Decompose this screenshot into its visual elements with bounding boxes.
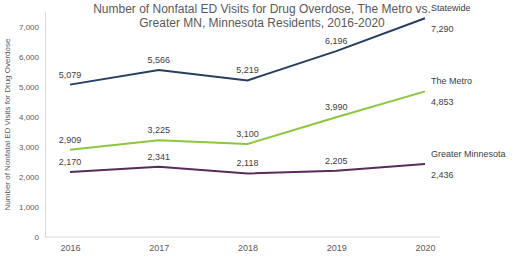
- plot-area: [70, 18, 425, 173]
- x-tick-label: 2018: [238, 243, 258, 253]
- chart: Number of Nonfatal ED Visits for Drug Ov…: [0, 0, 524, 259]
- y-tick-label: 5,000: [19, 83, 40, 92]
- series-name: Greater Minnesota: [431, 149, 506, 159]
- y-tick-label: 6,000: [19, 53, 40, 62]
- series-line: [70, 18, 425, 84]
- labels: 5,079 5,566 5,219 6,196 7,290 Statewide 2,909 3…: [59, 3, 506, 180]
- title: Number of Nonfatal ED Visits for Drug Ov…: [93, 2, 431, 30]
- y-tick: 7,000: [19, 23, 45, 32]
- data-label: 5,219: [236, 65, 259, 75]
- y-tick: 6,000: [19, 53, 45, 62]
- y-tick: 0: [35, 233, 45, 242]
- y-tick: 1,000: [19, 203, 45, 212]
- x-tick-label: 2020: [415, 243, 435, 253]
- series-line: [70, 91, 425, 149]
- x-tick: 2020: [415, 237, 435, 253]
- y-tick-label: 0: [35, 233, 40, 242]
- data-label: 3,100: [236, 129, 259, 139]
- x-tick: 2017: [149, 237, 169, 253]
- data-label: 7,290: [431, 24, 454, 34]
- x-axis: 2016 2017 2018 2019 2020: [45, 237, 440, 253]
- data-label: 3,225: [147, 125, 170, 135]
- x-tick: 2016: [60, 237, 80, 253]
- data-label: 2,909: [59, 135, 82, 145]
- y-tick-label: 1,000: [19, 203, 40, 212]
- data-label: 2,118: [237, 158, 259, 168]
- y-tick: 2,000: [19, 173, 45, 182]
- y-tick-label: 7,000: [19, 23, 40, 32]
- y-tick: 4,000: [19, 113, 45, 122]
- x-tick: 2018: [238, 237, 258, 253]
- y-axis-title: Number of Nonfatal ED Visits for Drug Ov…: [3, 38, 12, 210]
- data-label: 2,170: [59, 157, 82, 167]
- data-label: 6,196: [325, 36, 348, 46]
- x-tick: 2019: [327, 237, 347, 253]
- x-axis-line: [45, 237, 440, 238]
- y-tick: 3,000: [19, 143, 45, 152]
- data-label: 2,436: [431, 170, 454, 180]
- data-label: 2,205: [325, 156, 348, 166]
- y-tick-label: 4,000: [19, 113, 40, 122]
- x-tick-label: 2019: [327, 243, 347, 253]
- y-tick-label: 2,000: [19, 173, 40, 182]
- y-axis-line: [45, 13, 46, 238]
- x-tick-label: 2017: [149, 243, 169, 253]
- data-label: 5,566: [147, 55, 170, 65]
- y-tick-label: 3,000: [19, 143, 40, 152]
- y-tick: 5,000: [19, 83, 45, 92]
- series-name: The Metro: [431, 76, 472, 86]
- x-tick-label: 2016: [60, 243, 80, 253]
- data-label: 3,990: [325, 102, 348, 112]
- data-label: 2,341: [147, 152, 170, 162]
- y-axis: 0 1,000 2,000 3,000 4,000 5,000 6,000 7,000: [19, 13, 46, 243]
- data-label: 4,853: [431, 97, 454, 107]
- series-name: Statewide: [431, 3, 471, 13]
- data-label: 5,079: [59, 70, 82, 80]
